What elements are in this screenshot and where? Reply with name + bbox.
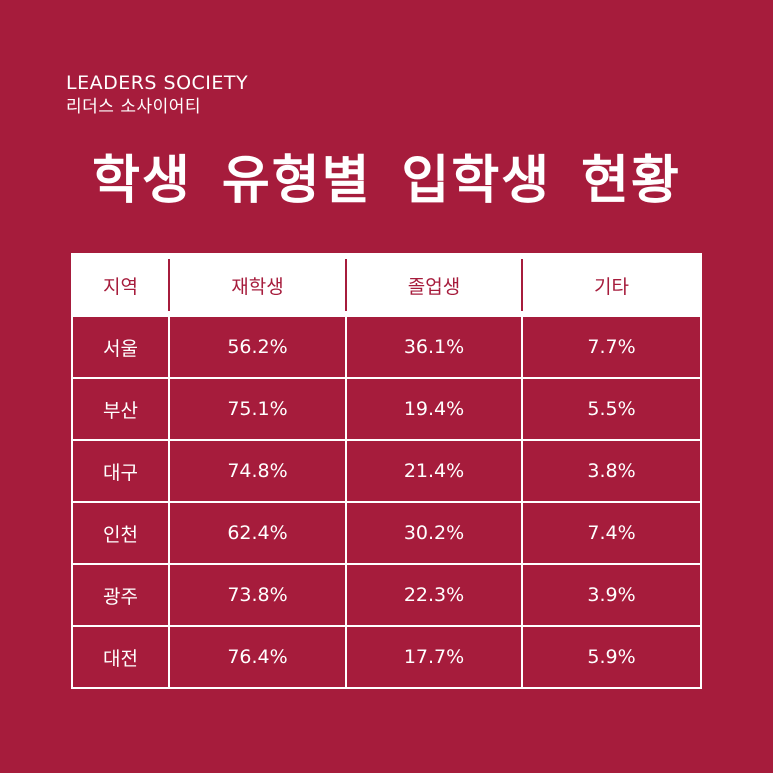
table-row: 대구 74.8% 21.4% 3.8%: [71, 439, 702, 503]
header-other: 기타: [521, 253, 702, 317]
cell-other: 5.5%: [521, 377, 702, 441]
cell-region: 광주: [71, 563, 170, 627]
brand-name-english: LEADERS SOCIETY: [66, 72, 249, 94]
cell-enrolled: 74.8%: [168, 439, 347, 503]
header-graduate: 졸업생: [345, 253, 523, 317]
cell-other: 7.7%: [521, 315, 702, 379]
table-row: 서울 56.2% 36.1% 7.7%: [71, 315, 702, 379]
cell-enrolled: 75.1%: [168, 377, 347, 441]
cell-region: 부산: [71, 377, 170, 441]
cell-other: 7.4%: [521, 501, 702, 565]
cell-other: 3.8%: [521, 439, 702, 503]
cell-enrolled: 76.4%: [168, 625, 347, 689]
cell-graduate: 22.3%: [345, 563, 523, 627]
brand-name-korean: 리더스 소사이어티: [66, 97, 202, 117]
admission-stats-table: 지역 재학생 졸업생 기타 서울 56.2% 36.1% 7.7% 부산 75.…: [71, 253, 702, 689]
header-enrolled: 재학생: [168, 253, 347, 317]
table-row: 광주 73.8% 22.3% 3.9%: [71, 563, 702, 627]
cell-enrolled: 56.2%: [168, 315, 347, 379]
cell-graduate: 36.1%: [345, 315, 523, 379]
cell-region: 서울: [71, 315, 170, 379]
cell-other: 5.9%: [521, 625, 702, 689]
table-row: 부산 75.1% 19.4% 5.5%: [71, 377, 702, 441]
brand-block: LEADERS SOCIETY 리더스 소사이어티: [66, 74, 248, 116]
cell-graduate: 17.7%: [345, 625, 523, 689]
table-row: 대전 76.4% 17.7% 5.9%: [71, 625, 702, 689]
cell-region: 대전: [71, 625, 170, 689]
cell-graduate: 21.4%: [345, 439, 523, 503]
header-region: 지역: [71, 253, 170, 317]
cell-graduate: 30.2%: [345, 501, 523, 565]
cell-other: 3.9%: [521, 563, 702, 627]
cell-enrolled: 73.8%: [168, 563, 347, 627]
table-row: 인천 62.4% 30.2% 7.4%: [71, 501, 702, 565]
cell-region: 대구: [71, 439, 170, 503]
cell-enrolled: 62.4%: [168, 501, 347, 565]
cell-graduate: 19.4%: [345, 377, 523, 441]
page-title: 학생 유형별 입학생 현황: [92, 151, 681, 211]
table-header-row: 지역 재학생 졸업생 기타: [71, 253, 702, 317]
cell-region: 인천: [71, 501, 170, 565]
